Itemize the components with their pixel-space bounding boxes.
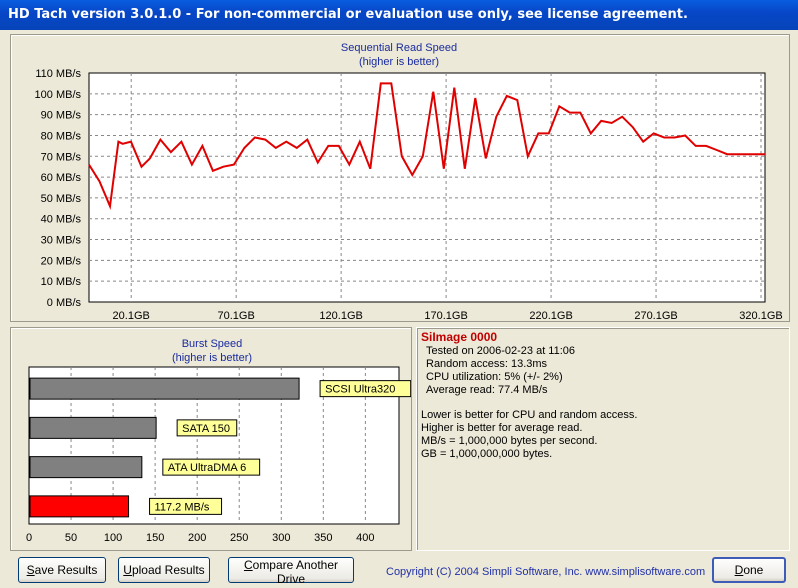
done-label: one xyxy=(743,563,764,577)
burst-bar-label-box xyxy=(319,380,412,398)
copyright-text: Copyright (C) 2004 Simpli Software, Inc.… xyxy=(386,566,706,578)
test-date: Tested on 2006-02-23 at 11:06 xyxy=(426,345,576,357)
read-y-tick-label: 60 MB/s xyxy=(41,172,82,184)
burst-x-tick-label: 200 xyxy=(188,532,206,544)
burst-x-tick-label: 100 xyxy=(104,532,122,544)
cpu-utilization: CPU utilization: 5% (+/- 2%) xyxy=(426,371,563,383)
read-y-tick-label: 40 MB/s xyxy=(41,214,82,226)
read-y-tick-label: 10 MB/s xyxy=(41,276,82,288)
read-speed-chart: Sequential Read Speed (higher is better)… xyxy=(35,42,783,322)
read-y-tick-label: 50 MB/s xyxy=(41,193,82,205)
burst-bar xyxy=(29,377,300,400)
drive-name: SiImage 0000 xyxy=(421,330,498,344)
compare-drive-button[interactable]: Compare Another Drive xyxy=(228,557,354,586)
upload-label: pload Results xyxy=(131,563,205,577)
burst-speed-panel: Burst Speed (higher is better) SCSI Ultr… xyxy=(10,327,412,551)
burst-bar-label: ATA UltraDMA 6 xyxy=(168,462,246,474)
save-label: ave Results xyxy=(34,563,98,577)
read-speed-panel: Sequential Read Speed (higher is better)… xyxy=(10,34,790,322)
note-mb-definition: MB/s = 1,000,000 bytes per second. xyxy=(421,435,598,447)
burst-bar-label: SCSI Ultra320 xyxy=(325,384,395,396)
burst-chart-title: Burst Speed xyxy=(182,338,243,350)
burst-bar-label-box xyxy=(176,419,238,437)
burst-bar-label-box xyxy=(162,458,261,476)
burst-bar-label-box xyxy=(149,497,223,515)
compare-hotkey: C xyxy=(243,558,253,572)
results-info-panel: SiImage 0000 Tested on 2006-02-23 at 11:… xyxy=(416,327,790,551)
burst-x-tick-label: 150 xyxy=(146,532,164,544)
burst-x-tick-label: 250 xyxy=(230,532,248,544)
read-x-tick-label: 70.1GB xyxy=(218,310,255,321)
read-x-tick-label: 220.1GB xyxy=(529,310,572,321)
burst-x-tick-label: 400 xyxy=(356,532,374,544)
read-y-tick-label: 80 MB/s xyxy=(41,130,82,142)
read-chart-subtitle: (higher is better) xyxy=(359,56,439,68)
burst-bar xyxy=(29,416,157,439)
read-plot-area xyxy=(88,72,766,303)
note-lower-better: Lower is better for CPU and random acces… xyxy=(421,409,638,421)
read-y-tick-label: 90 MB/s xyxy=(41,110,82,122)
done-button[interactable]: Done xyxy=(712,557,786,583)
read-x-tick-label: 320.1GB xyxy=(739,310,782,321)
done-hotkey: D xyxy=(734,563,744,577)
read-x-tick-label: 270.1GB xyxy=(634,310,677,321)
burst-x-tick-label: 350 xyxy=(314,532,332,544)
burst-chart-subtitle: (higher is better) xyxy=(172,352,252,364)
read-y-tick-label: 70 MB/s xyxy=(41,151,82,163)
save-results-button[interactable]: Save Results xyxy=(18,557,106,583)
read-y-tick-label: 30 MB/s xyxy=(41,235,82,247)
random-access: Random access: 13.3ms xyxy=(426,358,548,370)
note-gb-definition: GB = 1,000,000,000 bytes. xyxy=(421,448,553,460)
burst-bar-label: 117.2 MB/s xyxy=(155,501,210,513)
read-chart-title: Sequential Read Speed xyxy=(341,42,457,54)
save-hotkey: S xyxy=(26,563,35,577)
burst-bar xyxy=(29,456,143,479)
compare-label: ompare Another Drive xyxy=(252,558,339,586)
read-y-tick-label: 100 MB/s xyxy=(35,89,82,101)
burst-bar xyxy=(29,495,130,518)
average-read: Average read: 77.4 MB/s xyxy=(426,384,548,396)
burst-x-tick-label: 300 xyxy=(272,532,290,544)
window-title: HD Tach version 3.0.1.0 - For non-commer… xyxy=(0,0,798,30)
burst-x-tick-label: 50 xyxy=(65,532,77,544)
read-x-tick-label: 120.1GB xyxy=(319,310,362,321)
upload-hotkey: U xyxy=(123,563,132,577)
burst-x-tick-label: 0 xyxy=(26,532,32,544)
note-higher-better: Higher is better for average read. xyxy=(421,422,583,434)
upload-results-button[interactable]: Upload Results xyxy=(118,557,210,583)
read-y-tick-label: 20 MB/s xyxy=(41,255,82,267)
read-x-tick-label: 20.1GB xyxy=(113,310,150,321)
burst-speed-chart: Burst Speed (higher is better) SCSI Ultr… xyxy=(26,338,412,544)
read-x-tick-label: 170.1GB xyxy=(424,310,467,321)
read-speed-line xyxy=(88,82,765,210)
read-y-tick-label: 110 MB/s xyxy=(35,68,81,80)
burst-bar-label: SATA 150 xyxy=(182,423,230,435)
read-y-tick-label: 0 MB/s xyxy=(47,297,82,309)
